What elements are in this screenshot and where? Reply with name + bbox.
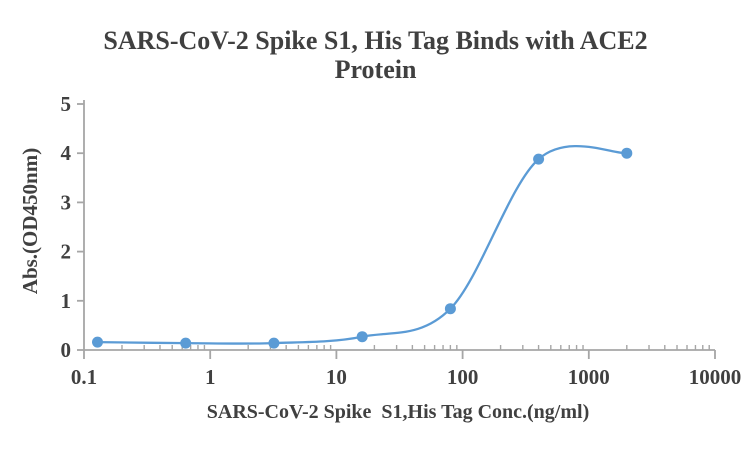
chart-title-line2: Protein bbox=[334, 55, 417, 84]
data-point-marker bbox=[268, 337, 280, 349]
data-point-marker bbox=[356, 331, 368, 343]
x-axis-title: SARS-CoV-2 Spike S1,His Tag Conc.(ng/ml) bbox=[206, 401, 590, 423]
x-tick-label: 10 bbox=[326, 365, 347, 389]
dose-response-curve bbox=[96, 144, 628, 345]
x-tick-label: 0.1 bbox=[71, 365, 97, 389]
data-point-marker bbox=[444, 303, 456, 315]
y-tick-label: 0 bbox=[61, 338, 72, 362]
chart-title-line1: SARS-CoV-2 Spike S1, His Tag Binds with … bbox=[103, 26, 648, 55]
chart-title: SARS-CoV-2 Spike S1, His Tag Binds with … bbox=[0, 26, 751, 84]
y-tick-label: 2 bbox=[61, 240, 72, 264]
x-tick-label: 1000 bbox=[568, 365, 610, 389]
x-tick-label: 100 bbox=[447, 365, 479, 389]
data-point-marker bbox=[533, 153, 545, 165]
data-point-marker bbox=[92, 336, 103, 348]
x-tick-label: 10000 bbox=[689, 365, 742, 389]
y-tick-label: 1 bbox=[61, 289, 72, 313]
y-tick-label: 3 bbox=[61, 190, 72, 214]
y-tick-label: 5 bbox=[61, 92, 72, 116]
x-tick-label: 1 bbox=[205, 365, 216, 389]
data-point-marker bbox=[180, 337, 192, 349]
data-point-marker bbox=[621, 147, 633, 159]
y-tick-label: 4 bbox=[61, 141, 72, 165]
